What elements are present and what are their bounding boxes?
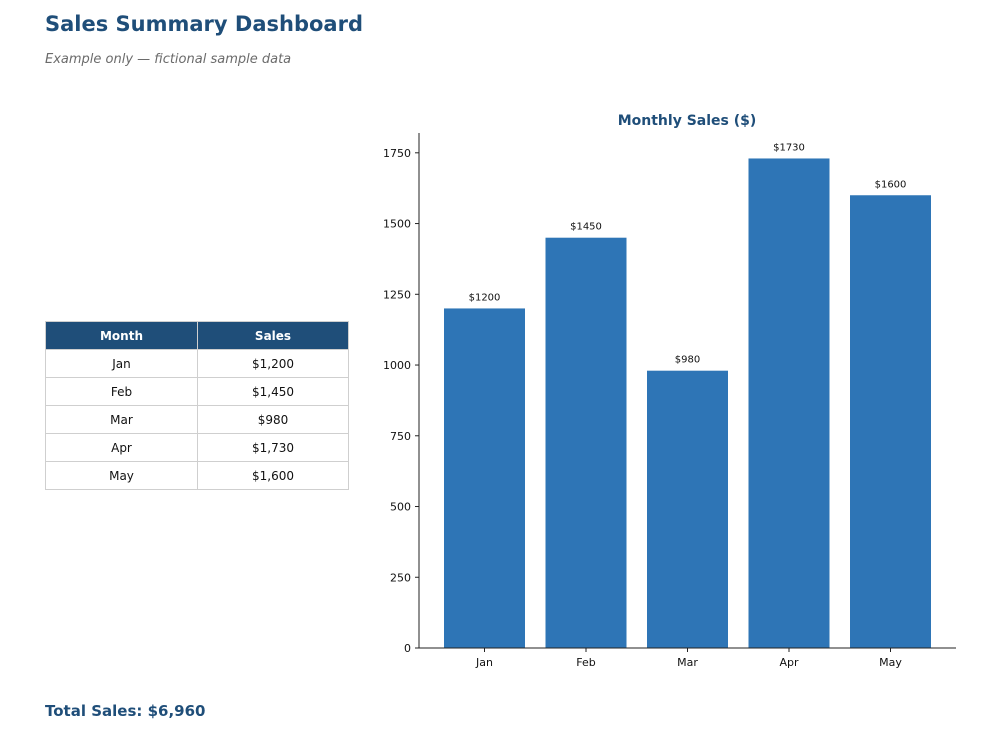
y-tick-label: 1500 bbox=[383, 218, 411, 231]
bar-series bbox=[444, 158, 931, 648]
bar-value-label: $1450 bbox=[570, 222, 602, 233]
y-tick-label: 500 bbox=[390, 501, 411, 514]
table-row: May $1,600 bbox=[45, 461, 349, 490]
x-axis: Jan Feb Mar Apr May bbox=[475, 648, 902, 669]
y-tick-label: 1750 bbox=[383, 147, 411, 160]
table-row: Apr $1,730 bbox=[45, 433, 349, 462]
total-sales: Total Sales: $6,960 bbox=[45, 702, 206, 720]
table-cell-month: May bbox=[45, 461, 198, 490]
table-row: Feb $1,450 bbox=[45, 377, 349, 406]
bar bbox=[444, 308, 525, 648]
page-title: Sales Summary Dashboard bbox=[45, 12, 363, 36]
y-tick-label: 0 bbox=[404, 642, 411, 655]
x-tick-label: Jan bbox=[475, 656, 493, 669]
y-tick-label: 1250 bbox=[383, 288, 411, 301]
bar bbox=[748, 158, 830, 648]
bar-value-label: $980 bbox=[675, 355, 700, 366]
bar-value-label: $1730 bbox=[773, 142, 805, 153]
bar bbox=[850, 195, 931, 648]
y-axis: 0 250 500 750 1000 1250 1500 1750 bbox=[383, 147, 419, 655]
page-subtitle: Example only — fictional sample data bbox=[45, 52, 292, 67]
table-cell-month: Jan bbox=[45, 349, 198, 378]
x-tick-label: Mar bbox=[677, 656, 698, 669]
y-tick-label: 250 bbox=[390, 571, 411, 584]
table-cell-sales: $1,600 bbox=[197, 461, 349, 490]
table-cell-sales: $1,450 bbox=[197, 377, 349, 406]
table-row: Mar $980 bbox=[45, 405, 349, 434]
monthly-sales-chart: Monthly Sales ($) 0 250 500 750 1000 1250 1500… bbox=[383, 113, 956, 669]
x-tick-label: Apr bbox=[779, 656, 799, 669]
chart-title: Monthly Sales ($) bbox=[618, 113, 757, 129]
bar-value-labels: $1200 $1450 $980 $1730 $1600 bbox=[469, 142, 907, 365]
bar bbox=[647, 370, 728, 648]
bar-value-label: $1200 bbox=[469, 292, 501, 303]
y-tick-label: 750 bbox=[390, 430, 411, 443]
sales-table: Month Sales Jan $1,200 Feb $1,450 Mar $9… bbox=[45, 321, 349, 490]
x-tick-label: Feb bbox=[576, 656, 595, 669]
bar-value-label: $1600 bbox=[875, 179, 907, 190]
bar bbox=[545, 237, 627, 648]
y-tick-label: 1000 bbox=[383, 359, 411, 372]
table-row: Jan $1,200 bbox=[45, 349, 349, 378]
table-cell-month: Feb bbox=[45, 377, 198, 406]
x-tick-label: May bbox=[879, 656, 902, 669]
column-header-month: Month bbox=[45, 321, 198, 350]
